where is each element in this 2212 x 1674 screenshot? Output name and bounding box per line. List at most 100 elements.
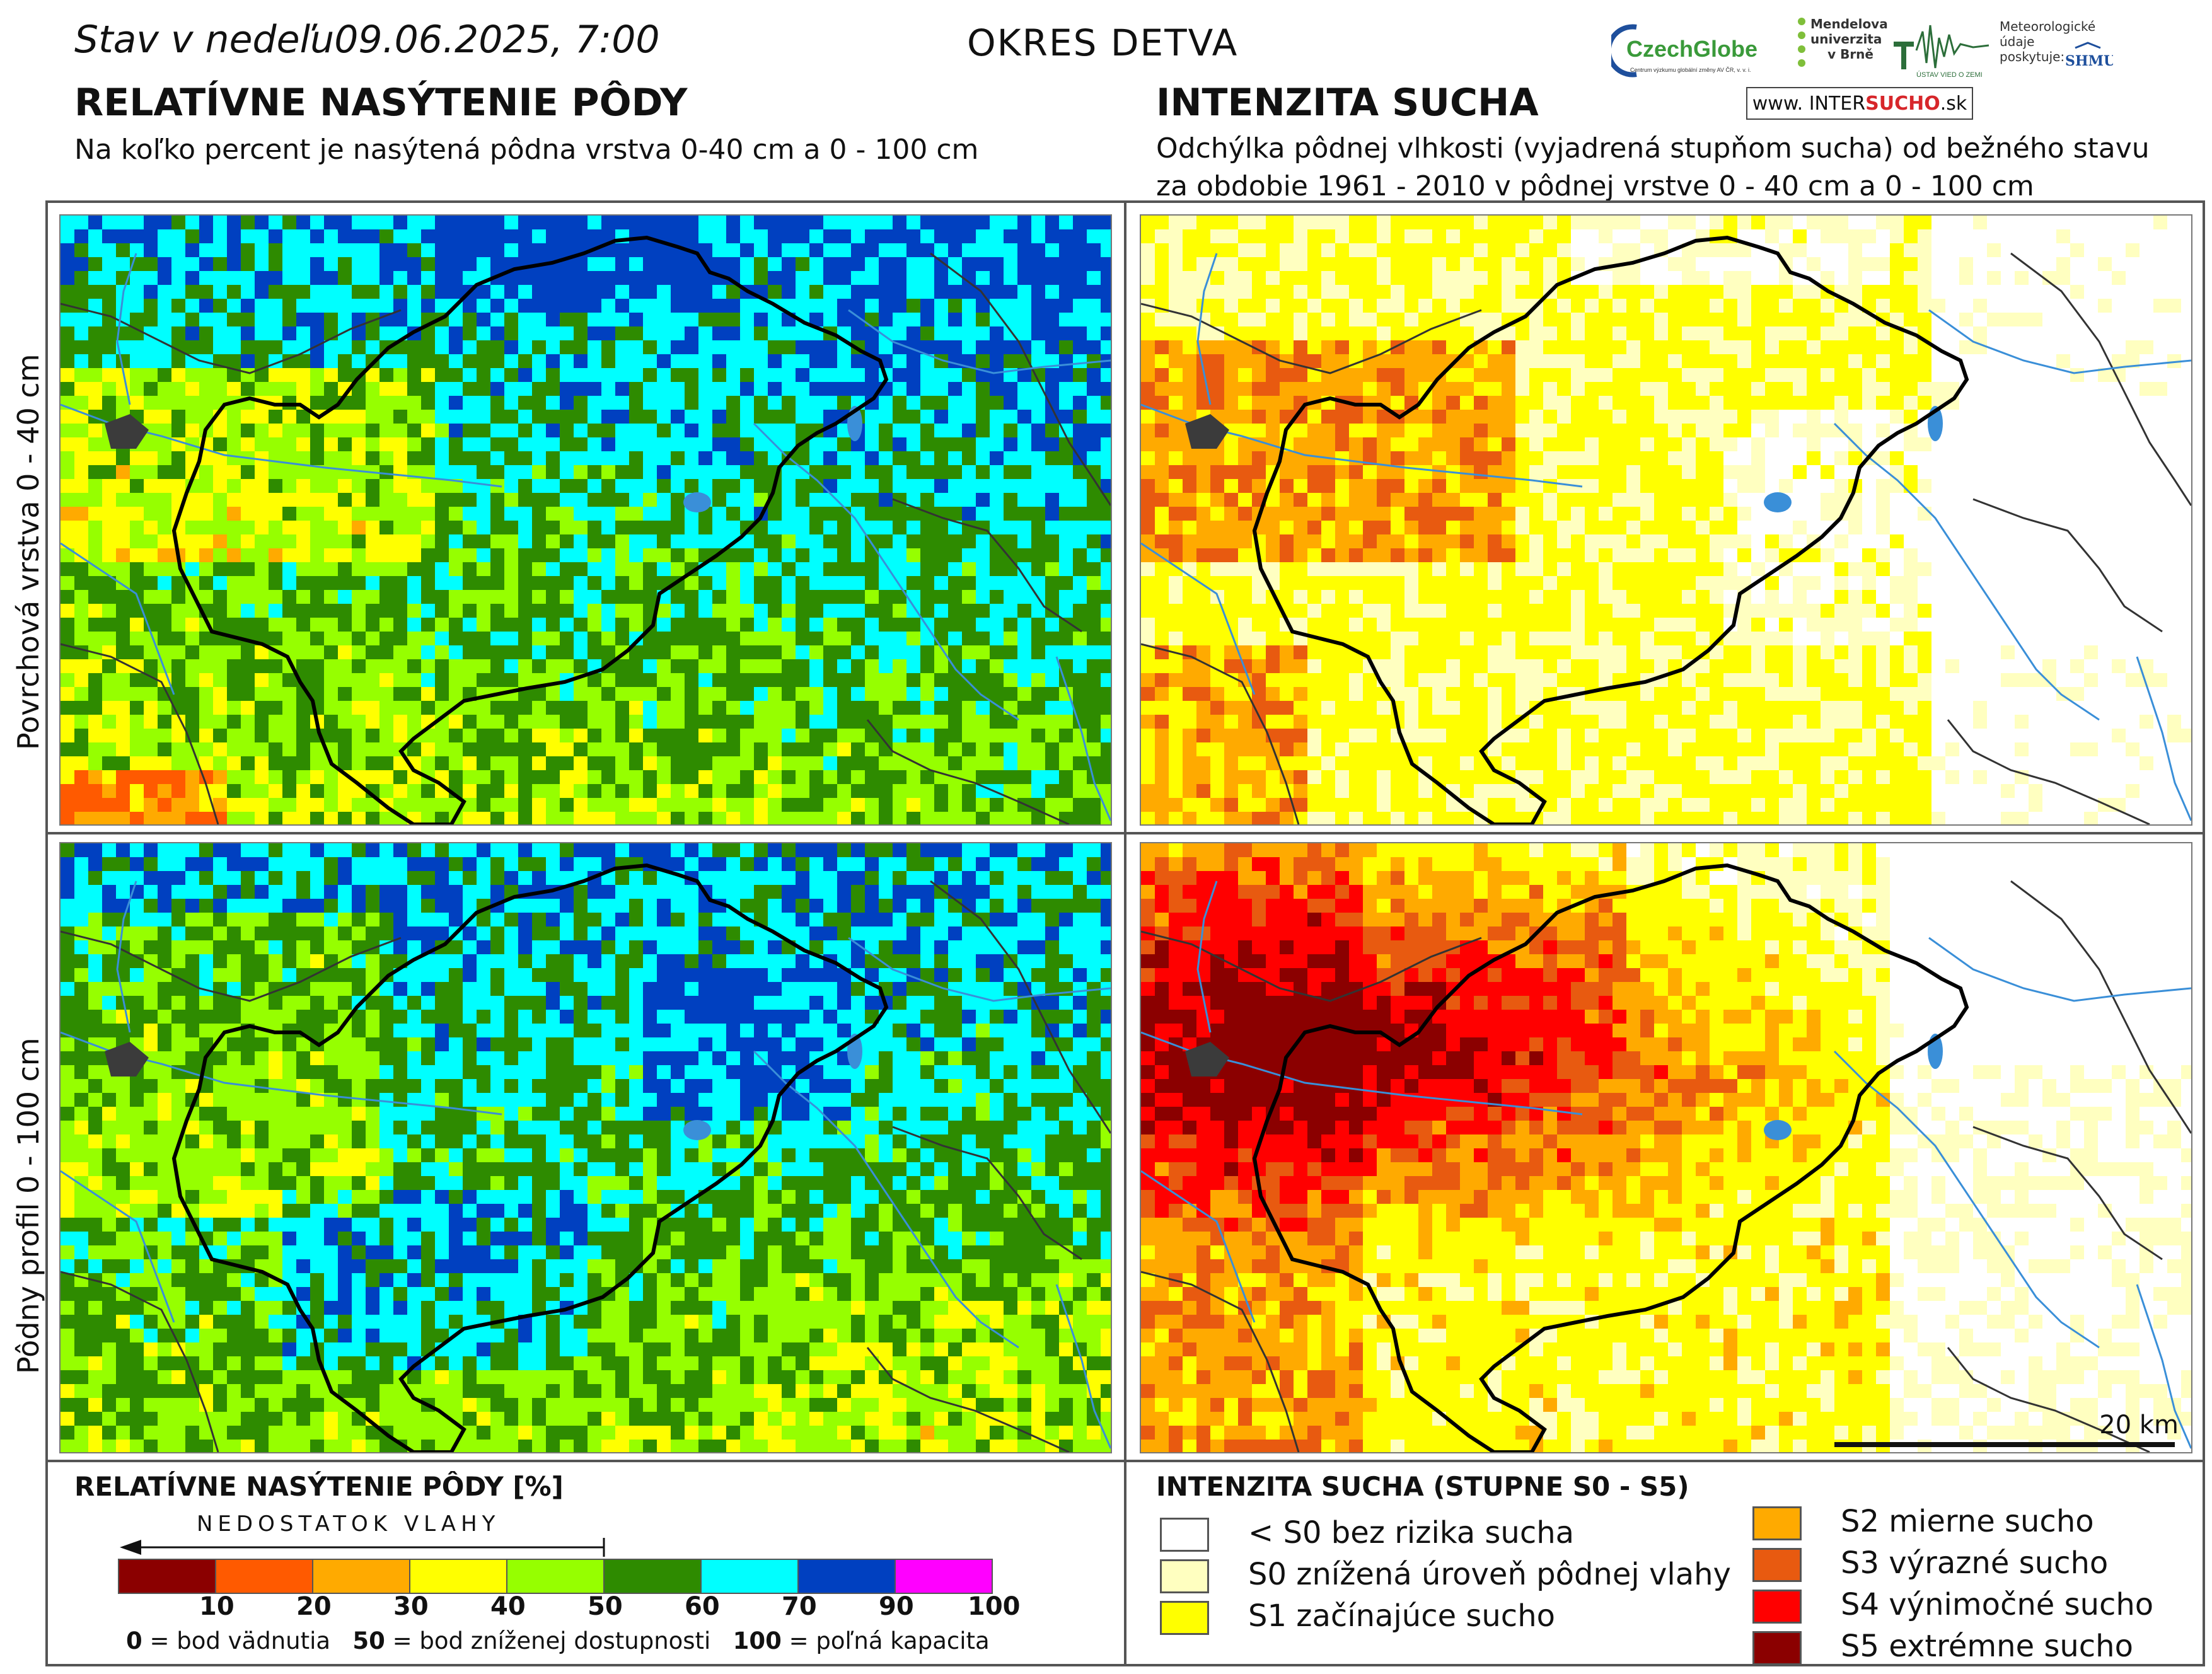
colorbar-tick-60: 60 — [685, 1592, 720, 1621]
drought-title: INTENZITA SUCHA — [1156, 81, 1539, 125]
czechglobe-name: CzechGlobe — [1626, 36, 1757, 62]
saturation-title: RELATÍVNE NASÝTENIE PÔDY — [74, 81, 688, 125]
mendelu-line1: Mendelova — [1810, 16, 1888, 32]
colorbar-class-3 — [312, 1559, 410, 1594]
met-line2: údaje — [2000, 34, 2035, 49]
drought-legend-label-0: < S0 bez rizika sucha — [1248, 1515, 1575, 1550]
district-outline — [1252, 235, 1969, 824]
colorbar-tick-20: 20 — [296, 1592, 332, 1621]
town-area — [105, 1042, 149, 1077]
panel-divider-horizontal-2 — [45, 1460, 2205, 1462]
colorbar-tick-90: 90 — [879, 1592, 914, 1621]
reservoir — [1764, 492, 1792, 512]
drought-legend-swatch-2 — [1160, 1601, 1209, 1635]
district-title: OKRES DETVA — [967, 21, 1239, 64]
colorbar-tick-50: 50 — [588, 1592, 623, 1621]
note-50-text: = bod zníženej dostupnosti — [385, 1627, 711, 1654]
drought-legend-label-2: S1 začínajúce sucho — [1248, 1598, 1555, 1634]
met-line3: poskytuje: — [2000, 49, 2065, 64]
panel-divider-vertical — [1124, 200, 1126, 1666]
drought-legend-swatch-1 — [1160, 1559, 1209, 1593]
met-provider: Meteorologické údaje poskytuje: — [2000, 19, 2095, 64]
reservoir — [1764, 1120, 1792, 1140]
colorbar-class-2 — [215, 1559, 313, 1594]
scale-bar: 20 km — [1834, 1411, 2187, 1448]
drought-legend-swatch-3 — [1752, 1506, 1802, 1540]
map-drought-profile — [1140, 842, 2192, 1453]
czechglobe-sub: Centrum výzkumu globální změny AV ČR, v.… — [1630, 67, 1751, 73]
colorbar-class-5 — [506, 1559, 605, 1594]
colorbar-class-8 — [797, 1559, 896, 1594]
rivers — [1141, 253, 2191, 821]
shmu-logo: SHMU — [2063, 40, 2116, 72]
district-outline — [1252, 863, 1969, 1452]
drought-legend-swatch-4 — [1752, 1548, 1802, 1582]
saturation-legend-title: RELATÍVNE NASÝTENIE PÔDY [%] — [74, 1471, 564, 1502]
date-line: Stav v nedeľu09.06.2025, 7:00 — [74, 18, 660, 62]
colorbar-class-7 — [700, 1559, 799, 1594]
colorbar-class-4 — [409, 1559, 507, 1594]
deficit-arrow — [120, 1538, 605, 1557]
map-drought-topsoil — [1140, 214, 2192, 826]
uvz-logo: ÚSTAV VIED O ZEMI — [1891, 19, 1992, 82]
arrow-label: NEDOSTATOK VLAHY — [197, 1511, 501, 1537]
intersucho-b: SUCHO — [1865, 92, 1940, 115]
drought-legend-label-5: S4 výnimočné sucho — [1841, 1587, 2154, 1622]
saturation-subtitle: Na koľko percent je nasýtená pôdna vrstv… — [74, 134, 979, 166]
uvz-name: ÚSTAV VIED O ZEMI — [1916, 71, 1983, 79]
drought-legend-title: INTENZITA SUCHA (STUPNE S0 - S5) — [1156, 1471, 1689, 1502]
map-drought-topsoil-svg — [1141, 216, 2191, 824]
town-area — [1185, 414, 1229, 449]
district-outline — [171, 863, 889, 1452]
note-100-text: = poľná kapacita — [781, 1627, 990, 1654]
scale-bar-line — [1834, 1442, 2175, 1447]
raster-layer — [61, 216, 1111, 824]
row-label-profile: Pôdny profil 0 - 100 cm — [11, 1037, 45, 1374]
note-100-value: 100 — [733, 1627, 782, 1654]
drought-subtitle-line2: za obdobie 1961 - 2010 v pôdnej vrstve 0… — [1156, 170, 2034, 202]
note-50-value: 50 — [352, 1627, 385, 1654]
map-saturation-topsoil-svg — [61, 216, 1111, 824]
row-label-topsoil: Povrchová vrstva 0 - 40 cm — [11, 354, 45, 750]
drought-legend-label-4: S3 výrazné sucho — [1841, 1545, 2109, 1581]
rivers — [1141, 880, 2191, 1449]
colorbar-class-6 — [603, 1559, 702, 1594]
map-drought-profile-svg — [1141, 843, 2191, 1452]
raster-layer — [1141, 843, 2191, 1452]
mendelu-line3: v Brně — [1827, 47, 1873, 62]
saturation-ticks: 10 20 30 40 50 60 70 90 100 — [117, 1592, 1063, 1624]
map-saturation-profile — [59, 842, 1112, 1453]
colorbar-class-1 — [118, 1559, 216, 1594]
mendelu-line2: univerzita — [1810, 32, 1882, 47]
town-area — [1185, 1042, 1229, 1077]
drought-subtitle: Odchýlka pôdnej vlhkosti (vyjadrená stup… — [1156, 130, 2165, 205]
intersucho-www: www. — [1752, 92, 1804, 115]
drought-legend-label-1: S0 znížená úroveň pôdnej vlahy — [1248, 1557, 1731, 1592]
raster-layer — [61, 843, 1111, 1452]
date-prefix: Stav v nedeľu — [74, 18, 335, 62]
note-0-text: = bod vädnutia — [142, 1627, 331, 1654]
colorbar-tick-30: 30 — [393, 1592, 429, 1621]
colorbar-tick-10: 10 — [199, 1592, 235, 1621]
drought-subtitle-line1: Odchýlka pôdnej vlhkosti (vyjadrená stup… — [1156, 132, 2150, 165]
map-saturation-topsoil — [59, 214, 1112, 826]
colorbar-tick-100: 100 — [968, 1592, 1021, 1621]
colorbar-class-9 — [895, 1559, 993, 1594]
intersucho-link[interactable]: www. INTER SUCHO .sk — [1746, 87, 1973, 120]
drought-legend-label-6: S5 extrémne sucho — [1841, 1629, 2133, 1664]
saturation-colorbar — [117, 1558, 1028, 1598]
scale-bar-label: 20 km — [2099, 1411, 2179, 1440]
shmu-name: SHMU — [2065, 53, 2113, 69]
reservoir — [683, 492, 711, 512]
colorbar-tick-40: 40 — [490, 1592, 526, 1621]
date-value: 09.06.2025, 7:00 — [334, 18, 660, 62]
drought-legend-swatch-0 — [1160, 1518, 1209, 1552]
colorbar-tick-70: 70 — [782, 1592, 817, 1621]
intersucho-a: INTER — [1809, 92, 1866, 115]
drought-legend-items: < S0 bez rizika sucha S0 znížená úroveň p… — [1160, 1504, 2206, 1670]
raster-layer — [1141, 216, 2191, 824]
map-saturation-profile-svg — [61, 843, 1111, 1452]
drought-legend-swatch-6 — [1752, 1631, 1802, 1665]
admin-borders — [1141, 880, 2191, 1452]
drought-legend-label-3: S2 mierne sucho — [1841, 1504, 2094, 1539]
